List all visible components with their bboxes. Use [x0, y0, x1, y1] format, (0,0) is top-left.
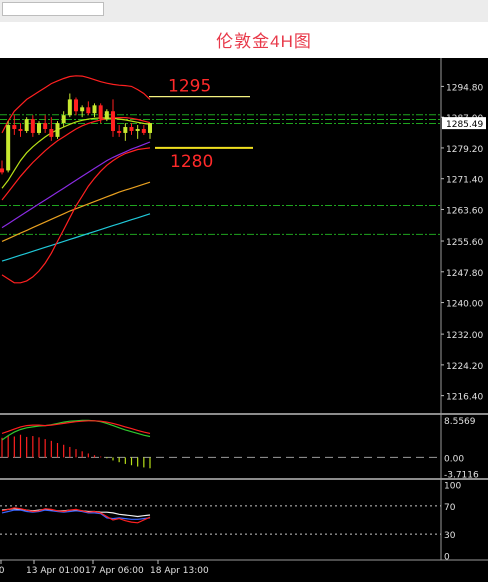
oscillator-tick-label: 30: [444, 531, 456, 541]
macd-tick-label: -3.7116: [444, 471, 479, 481]
candle: [86, 101, 91, 116]
candle-body: [0, 168, 4, 173]
candle-body: [80, 107, 85, 112]
candle-body: [135, 129, 140, 131]
candle: [6, 121, 11, 173]
candle-body: [61, 115, 66, 124]
candle: [74, 97, 78, 116]
candle-body: [74, 99, 78, 112]
candle: [148, 123, 152, 139]
annotation-label-1280: 1280: [170, 152, 213, 172]
candle-body: [141, 129, 146, 133]
price-tick-label: 1247.80: [446, 269, 483, 279]
current-price-tag: [442, 117, 486, 130]
price-axis-panel: [441, 58, 488, 560]
candle: [55, 121, 60, 139]
time-tick-label: 18 Apr 13:00: [150, 566, 209, 576]
price-tick-label: 1216.40: [446, 393, 483, 403]
candle-body: [18, 129, 23, 131]
chart-title: 伦敦金4H图: [216, 32, 312, 51]
time-axis-panel: [0, 560, 488, 582]
candle: [49, 117, 54, 141]
price-tick-label: 1224.20: [446, 362, 483, 372]
ma-slow-line: [1, 141, 151, 229]
price-tick-label: 1263.60: [446, 206, 483, 216]
candle-body: [104, 111, 109, 120]
candle-body: [92, 105, 97, 114]
time-tick-label: 00: [0, 566, 5, 576]
candle-body: [37, 123, 41, 133]
price-tick-label: 1232.00: [446, 331, 483, 341]
price-tick-label: 1271.40: [446, 176, 483, 186]
time-tick-label: 17 Apr 06:00: [85, 566, 144, 576]
candle: [111, 99, 115, 137]
candle: [12, 115, 17, 135]
candle: [129, 123, 134, 135]
macd-signal-line: [1, 419, 151, 441]
candle: [24, 117, 29, 133]
candle-body: [86, 107, 91, 114]
price-tick-label: 1255.60: [446, 238, 483, 248]
candle-body: [117, 130, 122, 133]
candle: [104, 109, 109, 122]
candle: [141, 125, 146, 135]
candle-body: [43, 123, 48, 129]
candle-body: [6, 125, 11, 171]
candle-body: [123, 127, 128, 133]
oscillator-tick-label: 100: [444, 482, 461, 492]
candle-body: [148, 123, 152, 133]
ma-cyan-line: [1, 213, 151, 262]
bollinger-mid-line: [1, 116, 151, 201]
price-tick-label: 1279.20: [446, 145, 483, 155]
candle: [123, 123, 128, 141]
candle-body: [12, 125, 17, 129]
macd-main-line: [1, 420, 151, 434]
time-tick-label: 13 Apr 01:00: [26, 566, 85, 576]
bollinger-lower-line: [1, 147, 151, 284]
candle-body: [30, 119, 35, 133]
candle: [18, 123, 23, 137]
price-tick-label: 1294.80: [446, 83, 483, 93]
candle-body: [67, 99, 72, 116]
candle: [37, 121, 41, 135]
candle: [0, 160, 4, 175]
ma-fast-line: [1, 117, 151, 189]
symbol-field[interactable]: [2, 2, 104, 16]
oscillator-blue-line: [1, 509, 151, 520]
oscillator-panel[interactable]: [0, 480, 441, 560]
candle-body: [98, 105, 103, 120]
candle: [61, 111, 66, 128]
macd-tick-label: 0.00: [444, 454, 464, 464]
candle: [30, 115, 35, 137]
price-panel[interactable]: [0, 58, 441, 413]
bollinger-upper-line: [1, 75, 151, 134]
candle-body: [111, 111, 115, 131]
candle: [43, 115, 48, 133]
oscillator-tick-label: 0: [444, 552, 450, 562]
candle: [92, 103, 97, 118]
macd-tick-label: 8.5569: [444, 417, 476, 427]
candle: [98, 103, 103, 124]
candle: [135, 125, 140, 139]
oscillator-tick-label: 70: [444, 503, 456, 513]
candle-body: [24, 119, 29, 131]
candle: [117, 125, 122, 137]
candle-body: [49, 129, 54, 137]
annotation-label-1295: 1295: [168, 77, 211, 97]
oscillator-red-line: [1, 507, 151, 524]
macd-panel[interactable]: [0, 415, 441, 478]
title-band: [0, 22, 488, 58]
top-toolbar: [0, 0, 488, 23]
current-price-label: 1285.49: [446, 120, 483, 130]
candle-body: [55, 123, 60, 137]
ma-orange-line: [1, 181, 151, 242]
candle: [80, 105, 85, 118]
candle-body: [129, 127, 134, 131]
price-tick-label: 1240.00: [446, 300, 483, 310]
candle: [67, 93, 72, 118]
